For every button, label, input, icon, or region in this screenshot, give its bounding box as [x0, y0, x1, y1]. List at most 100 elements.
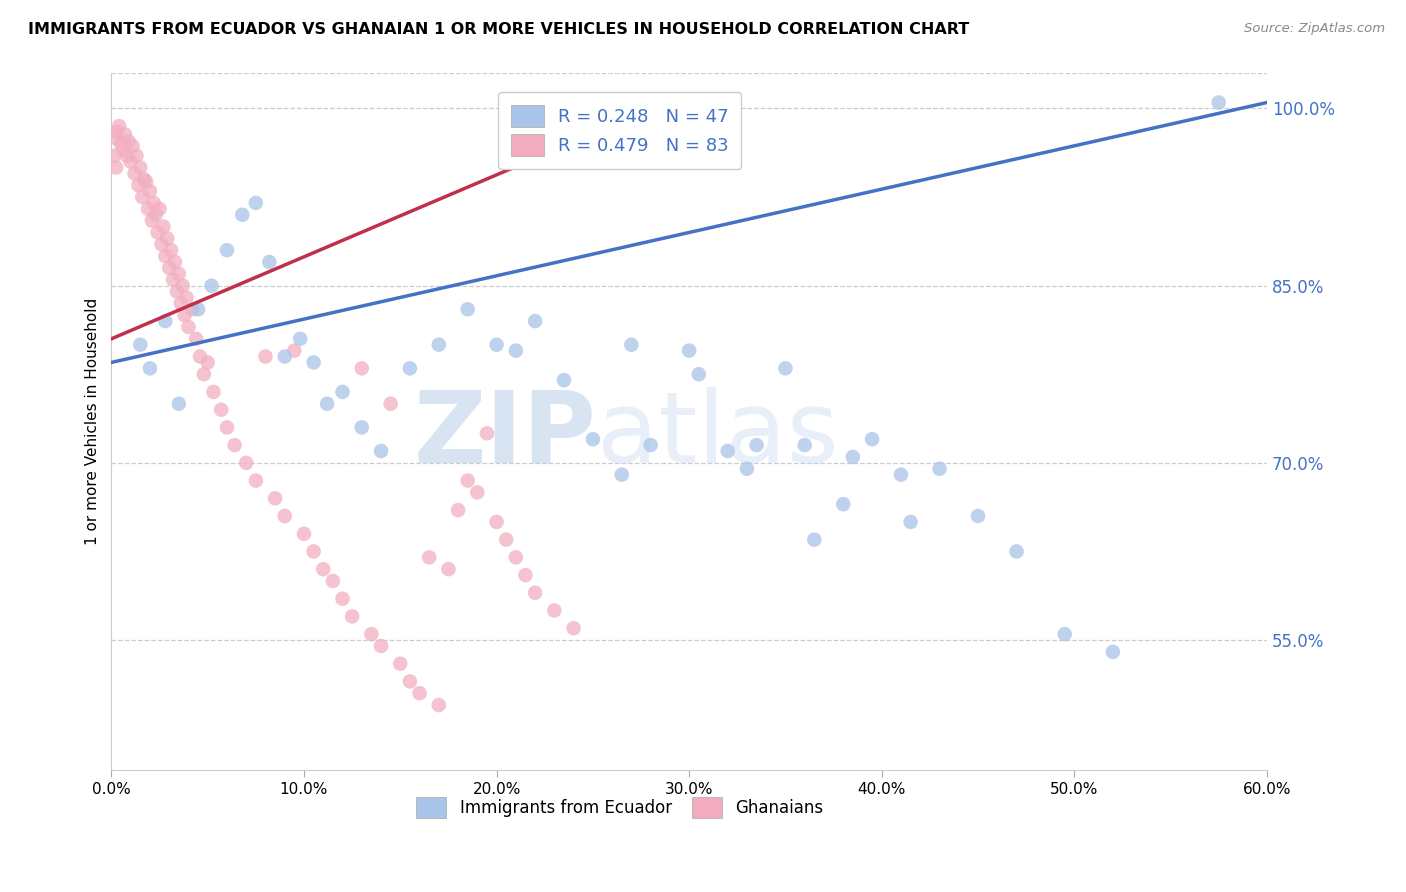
Point — [688, 368, 710, 382]
Point — [235, 456, 257, 470]
Point — [177, 320, 200, 334]
Point — [209, 402, 232, 417]
Point — [485, 337, 508, 351]
Point — [302, 544, 325, 558]
Point — [389, 657, 412, 671]
Point — [142, 196, 165, 211]
Point — [162, 273, 184, 287]
Point — [105, 161, 128, 175]
Point — [173, 308, 195, 322]
Point — [197, 355, 219, 369]
Point — [127, 178, 149, 193]
Point — [215, 420, 238, 434]
Point — [167, 267, 190, 281]
Point — [505, 343, 527, 358]
Point — [399, 361, 422, 376]
Point — [146, 226, 169, 240]
Point — [200, 278, 222, 293]
Point — [139, 184, 162, 198]
Point — [245, 474, 267, 488]
Text: IMMIGRANTS FROM ECUADOR VS GHANAIAN 1 OR MORE VEHICLES IN HOUSEHOLD CORRELATION : IMMIGRANTS FROM ECUADOR VS GHANAIAN 1 OR… — [28, 22, 969, 37]
Point — [254, 350, 277, 364]
Point — [202, 384, 225, 399]
Point — [224, 438, 246, 452]
Point — [264, 491, 287, 506]
Point — [370, 444, 392, 458]
Point — [155, 249, 177, 263]
Point — [166, 285, 188, 299]
Point — [427, 337, 450, 351]
Point — [322, 574, 344, 588]
Point — [1005, 544, 1028, 558]
Point — [543, 603, 565, 617]
Point — [350, 420, 373, 434]
Point — [274, 508, 297, 523]
Point — [118, 135, 141, 149]
Point — [427, 698, 450, 712]
Point — [803, 533, 825, 547]
Point — [316, 397, 339, 411]
Point — [524, 586, 547, 600]
Point — [156, 231, 179, 245]
Text: Source: ZipAtlas.com: Source: ZipAtlas.com — [1244, 22, 1385, 36]
Point — [610, 467, 633, 482]
Y-axis label: 1 or more Vehicles in Household: 1 or more Vehicles in Household — [86, 298, 100, 545]
Point — [620, 337, 643, 351]
Point — [131, 190, 153, 204]
Point — [139, 361, 162, 376]
Point — [350, 361, 373, 376]
Text: ZIP: ZIP — [413, 387, 596, 484]
Point — [418, 550, 440, 565]
Point — [1101, 645, 1123, 659]
Point — [332, 591, 354, 606]
Point — [148, 202, 170, 216]
Point — [283, 343, 305, 358]
Point — [890, 467, 912, 482]
Point — [360, 627, 382, 641]
Point — [447, 503, 470, 517]
Point — [562, 621, 585, 635]
Point — [745, 438, 768, 452]
Point — [312, 562, 335, 576]
Text: atlas: atlas — [596, 387, 838, 484]
Point — [187, 302, 209, 317]
Point — [186, 332, 208, 346]
Point — [524, 314, 547, 328]
Point — [505, 550, 527, 565]
Point — [1053, 627, 1076, 641]
Point — [775, 361, 797, 376]
Point — [172, 278, 194, 293]
Point — [181, 302, 204, 317]
Point — [110, 136, 132, 151]
Point — [105, 125, 128, 139]
Point — [141, 213, 163, 227]
Point — [399, 674, 422, 689]
Point — [842, 450, 865, 464]
Point — [340, 609, 363, 624]
Point — [145, 208, 167, 222]
Point — [134, 172, 156, 186]
Point — [860, 432, 883, 446]
Point — [157, 260, 180, 275]
Point — [735, 461, 758, 475]
Point — [135, 175, 157, 189]
Point — [457, 474, 479, 488]
Point — [332, 384, 354, 399]
Point — [136, 202, 159, 216]
Point — [553, 373, 575, 387]
Legend: Immigrants from Ecuador, Ghanaians: Immigrants from Ecuador, Ghanaians — [409, 790, 830, 824]
Point — [582, 432, 605, 446]
Point — [465, 485, 488, 500]
Point — [170, 296, 193, 310]
Point — [108, 119, 131, 133]
Point — [1208, 95, 1230, 110]
Point — [176, 290, 198, 304]
Point — [231, 208, 253, 222]
Point — [288, 332, 311, 346]
Point — [967, 508, 990, 523]
Point — [302, 355, 325, 369]
Point — [292, 526, 315, 541]
Point — [167, 397, 190, 411]
Point — [380, 397, 402, 411]
Point — [124, 166, 146, 180]
